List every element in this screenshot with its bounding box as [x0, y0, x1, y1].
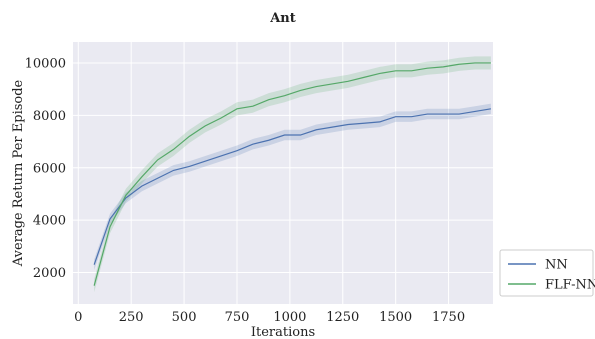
series-line-1	[93, 62, 491, 286]
plot-area	[73, 42, 493, 304]
legend-label-1: FLF-NN	[545, 278, 595, 293]
x-tick-label: 1500	[379, 310, 412, 325]
x-tick-label: 1000	[273, 310, 306, 325]
x-tick-label: 0	[74, 310, 82, 325]
x-tick-labels: 0 250 500 750 1000 1250 1500 1750	[74, 310, 465, 325]
y-tick-label: 4000	[33, 214, 66, 229]
y-tick-label: 10000	[25, 56, 66, 71]
legend: NN FLF-NN	[499, 249, 595, 297]
y-tick-label: 6000	[33, 161, 66, 176]
x-tick-label: 500	[172, 310, 197, 325]
x-tick-label: 1250	[326, 310, 359, 325]
y-tick-labels: 2000 4000 6000 8000 10000	[25, 56, 66, 281]
series-line-0	[93, 108, 491, 265]
series-lines	[93, 62, 491, 286]
confidence-bands	[94, 56, 491, 293]
chart-title: Ant	[269, 11, 296, 26]
y-tick-label: 8000	[33, 109, 66, 124]
x-tick-label: 750	[225, 310, 250, 325]
gridlines	[73, 42, 493, 304]
x-axis-label: Iterations	[251, 325, 315, 339]
y-axis-label: Average Return Per Episode	[11, 79, 26, 267]
x-tick-label: 1750	[432, 310, 465, 325]
series-band-0	[94, 103, 491, 270]
x-tick-label: 250	[119, 310, 144, 325]
y-tick-label: 2000	[33, 266, 66, 281]
legend-label-0: NN	[545, 258, 568, 273]
